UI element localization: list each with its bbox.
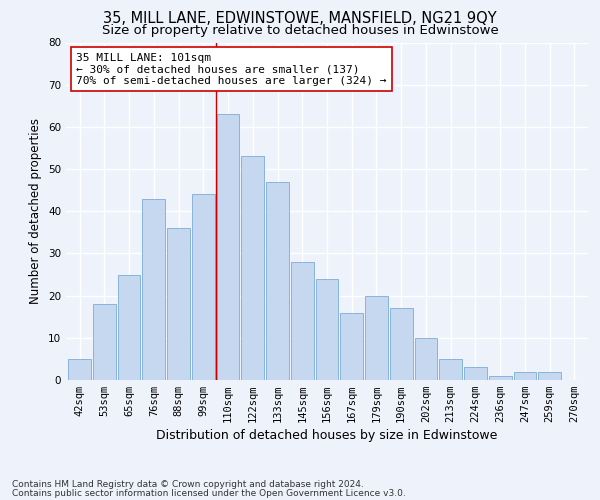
Bar bbox=[390, 308, 413, 380]
Text: Contains public sector information licensed under the Open Government Licence v3: Contains public sector information licen… bbox=[12, 488, 406, 498]
Bar bbox=[365, 296, 388, 380]
Bar bbox=[538, 372, 561, 380]
X-axis label: Distribution of detached houses by size in Edwinstowe: Distribution of detached houses by size … bbox=[157, 430, 497, 442]
Bar bbox=[118, 274, 140, 380]
Bar bbox=[167, 228, 190, 380]
Bar bbox=[217, 114, 239, 380]
Text: Size of property relative to detached houses in Edwinstowe: Size of property relative to detached ho… bbox=[101, 24, 499, 37]
Bar bbox=[241, 156, 264, 380]
Bar bbox=[291, 262, 314, 380]
Bar bbox=[192, 194, 215, 380]
Bar bbox=[93, 304, 116, 380]
Bar bbox=[316, 279, 338, 380]
Bar bbox=[439, 359, 462, 380]
Bar bbox=[340, 312, 363, 380]
Y-axis label: Number of detached properties: Number of detached properties bbox=[29, 118, 43, 304]
Text: 35, MILL LANE, EDWINSTOWE, MANSFIELD, NG21 9QY: 35, MILL LANE, EDWINSTOWE, MANSFIELD, NG… bbox=[103, 11, 497, 26]
Bar bbox=[514, 372, 536, 380]
Text: Contains HM Land Registry data © Crown copyright and database right 2024.: Contains HM Land Registry data © Crown c… bbox=[12, 480, 364, 489]
Text: 35 MILL LANE: 101sqm
← 30% of detached houses are smaller (137)
70% of semi-deta: 35 MILL LANE: 101sqm ← 30% of detached h… bbox=[76, 52, 387, 86]
Bar bbox=[489, 376, 512, 380]
Bar bbox=[68, 359, 91, 380]
Bar bbox=[266, 182, 289, 380]
Bar bbox=[415, 338, 437, 380]
Bar bbox=[464, 368, 487, 380]
Bar bbox=[142, 198, 165, 380]
